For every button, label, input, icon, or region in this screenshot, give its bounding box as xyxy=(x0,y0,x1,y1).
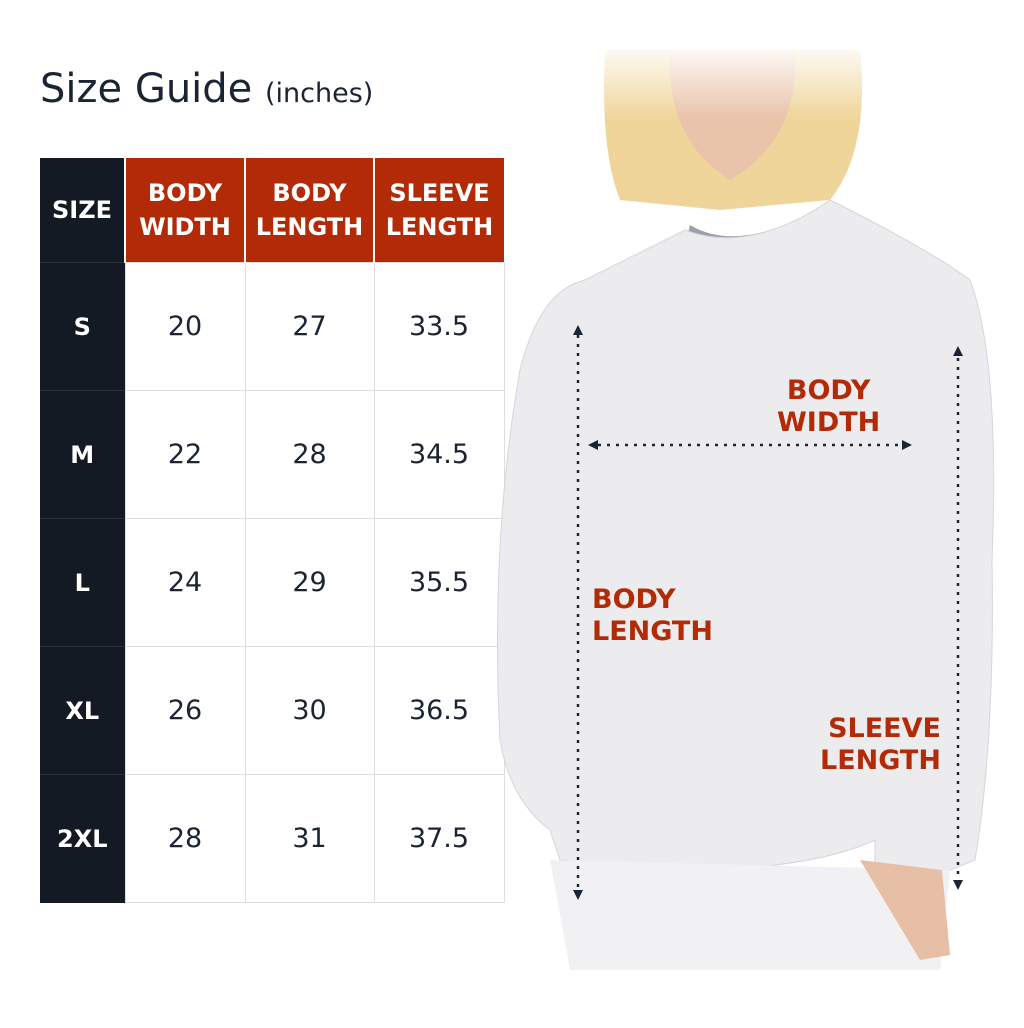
title-main: Size Guide xyxy=(40,66,253,112)
body-width-cell: 28 xyxy=(124,774,246,903)
header-size: SIZE xyxy=(40,158,126,263)
body-width-cell: 22 xyxy=(124,390,246,519)
arrow-heads xyxy=(573,325,963,900)
sleeve-length-label: SLEEVE LENGTH xyxy=(820,713,941,776)
body-length-cell: 29 xyxy=(244,518,375,647)
size-cell: L xyxy=(40,518,125,647)
size-cell: M xyxy=(40,390,125,519)
page-title: Size Guide (inches) xyxy=(40,66,373,112)
table-row: M 22 28 34.5 xyxy=(40,390,505,519)
table-row: XL 26 30 36.5 xyxy=(40,646,505,775)
size-cell: XL xyxy=(40,646,125,775)
table-row: S 20 27 33.5 xyxy=(40,262,505,391)
size-table: SIZE BODY WIDTH BODY LENGTH SLEEVE LENGTH S… xyxy=(40,158,505,903)
body-width-cell: 20 xyxy=(124,262,246,391)
table-header-row: SIZE BODY WIDTH BODY LENGTH SLEEVE LENGTH xyxy=(40,158,504,263)
model-sweatshirt-image xyxy=(480,40,1024,1024)
body-width-cell: 24 xyxy=(124,518,246,647)
body-length-cell: 27 xyxy=(244,262,375,391)
body-length-cell: 31 xyxy=(244,774,375,903)
table-row: 2XL 28 31 37.5 xyxy=(40,774,505,903)
body-width-label: BODY WIDTH xyxy=(777,375,881,438)
sweatshirt-illustration xyxy=(480,40,1024,1024)
header-body-length: BODY LENGTH xyxy=(245,158,375,263)
size-cell: 2XL xyxy=(40,774,125,903)
size-cell: S xyxy=(40,262,125,391)
title-unit: (inches) xyxy=(265,78,374,109)
header-body-width: BODY WIDTH xyxy=(125,158,246,263)
measurement-lines xyxy=(576,335,960,890)
body-width-cell: 26 xyxy=(124,646,246,775)
body-length-cell: 30 xyxy=(244,646,375,775)
body-length-cell: 28 xyxy=(244,390,375,519)
body-length-label: BODY LENGTH xyxy=(592,584,713,647)
table-row: L 24 29 35.5 xyxy=(40,518,505,647)
